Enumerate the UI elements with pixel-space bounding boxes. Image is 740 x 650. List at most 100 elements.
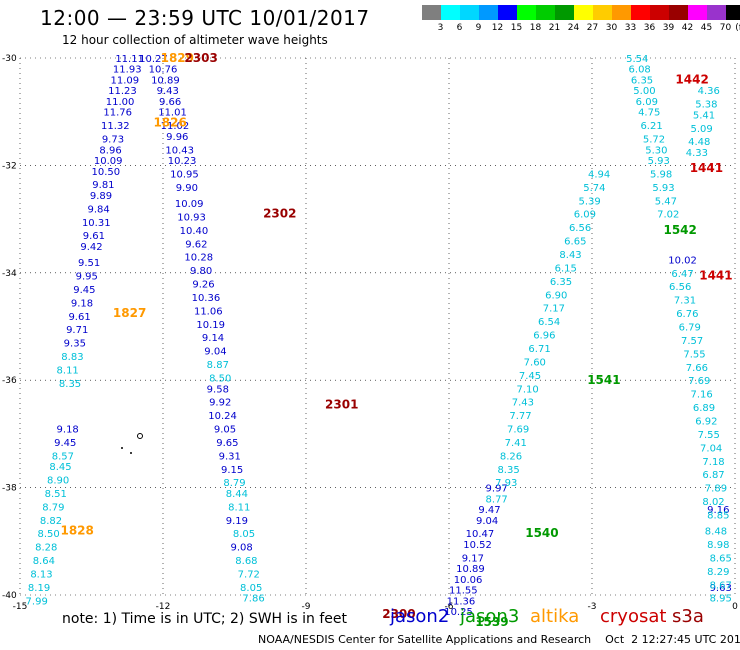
jason2-label: 9.97	[486, 484, 508, 495]
cyan-label: 7.72	[238, 570, 260, 581]
jason2-label: 9.16	[707, 505, 729, 516]
jason3-label: 1542	[663, 223, 696, 237]
cyan-label: 7.41	[505, 438, 527, 449]
cyan-label: 6.47	[671, 269, 693, 280]
scale-label: 42	[681, 23, 694, 33]
cyan-label: 7.31	[674, 296, 696, 307]
jason2-label: 11.76	[103, 108, 132, 119]
scale-label: 6	[456, 23, 463, 33]
cyan-label: 6.76	[676, 309, 698, 320]
cyan-label: 4.33	[686, 148, 708, 159]
cyan-label: 4.36	[698, 86, 720, 97]
jason2-label: 9.96	[166, 132, 188, 143]
jason2-label: 10.28	[184, 253, 213, 264]
jason2-label: 8.96	[99, 145, 121, 156]
jason3-label: 1540	[525, 526, 558, 540]
legend-jason3: jason3	[460, 606, 520, 627]
cyan-label: 8.64	[33, 556, 55, 567]
cyan-label: 6.21	[640, 121, 662, 132]
cyan-label: 8.79	[42, 502, 64, 513]
cyan-label: 6.09	[574, 210, 596, 221]
island-dot	[137, 433, 143, 439]
jason2-label: 10.31	[82, 218, 111, 229]
jason2-label: 9.92	[209, 398, 231, 409]
scale-swatch	[688, 5, 707, 20]
cyan-label: 8.11	[57, 365, 79, 376]
cyan-label: 8.50	[209, 374, 231, 385]
jason2-label: 10.89	[456, 564, 485, 575]
cyan-label: 7.17	[543, 304, 565, 315]
cyan-label: 6.54	[538, 317, 560, 328]
cyan-label: 7.77	[509, 411, 531, 422]
jason2-label: 9.15	[221, 465, 243, 476]
cyan-label: 8.28	[35, 543, 57, 554]
cyan-label: 8.45	[49, 462, 71, 473]
cyan-label: 7.55	[683, 349, 705, 360]
jason2-label: 9.05	[214, 425, 236, 436]
scale-swatch	[460, 5, 479, 20]
credit-line: NOAA/NESDIS Center for Satellite Applica…	[258, 633, 740, 646]
jason2-label: 10.43	[165, 145, 194, 156]
scale-label: 33	[624, 23, 637, 33]
orange-label: 1829	[161, 51, 194, 65]
jason2-label: 9.19	[226, 516, 248, 527]
cyan-label: 7.43	[512, 398, 534, 409]
lat-tick-label: -32	[2, 161, 17, 171]
scale-swatch	[707, 5, 726, 20]
jason2-label: 9.61	[83, 231, 105, 242]
cyan-label: 5.38	[695, 100, 717, 111]
scale-swatch	[517, 5, 536, 20]
cyan-label: 8.43	[559, 250, 581, 261]
jason2-label: 9.18	[71, 298, 93, 309]
cyan-label: 6.65	[564, 237, 586, 248]
cyan-label: 7.69	[688, 376, 710, 387]
cyan-label: 6.35	[550, 277, 572, 288]
scale-swatch	[441, 5, 460, 20]
jason2-label: 9.42	[80, 242, 102, 253]
scale-label: 27	[586, 23, 599, 33]
scale-label: 3	[437, 23, 444, 33]
map-subtitle: 12 hour collection of altimeter wave hei…	[62, 33, 328, 47]
cryosat-label: 1442	[675, 72, 708, 86]
jason3-label: 1541	[587, 373, 620, 387]
jason2-label: 9.61	[68, 312, 90, 323]
scale-swatch	[574, 5, 593, 20]
legend-s3a: s3a	[672, 606, 704, 627]
cyan-label: 6.90	[545, 290, 567, 301]
cyan-label: 7.86	[242, 594, 264, 605]
cyan-label: 8.19	[28, 583, 50, 594]
scale-swatch	[422, 5, 441, 20]
jason2-label: 10.36	[192, 293, 221, 304]
scale-swatch	[536, 5, 555, 20]
cyan-label: 8.44	[226, 489, 248, 500]
island-dot	[130, 452, 132, 454]
legend-jason2: jason2	[390, 606, 450, 627]
scale-swatch	[479, 5, 498, 20]
cyan-label: 6.71	[528, 344, 550, 355]
cyan-label: 8.85	[707, 510, 729, 521]
cyan-label: 8.67	[710, 580, 732, 591]
cyan-label: 7.10	[517, 384, 539, 395]
lat-tick-label: -38	[2, 484, 17, 494]
jason2-label: 10.47	[466, 529, 495, 540]
lon-tick-label: -12	[156, 602, 171, 612]
cyan-label: 7.55	[698, 430, 720, 441]
jason2-label: 9.17	[462, 553, 484, 564]
cyan-label: 5.09	[691, 124, 713, 135]
orange-label: 1826	[153, 115, 186, 129]
cyan-label: 6.35	[631, 75, 653, 86]
jason3-label: 1539	[475, 615, 508, 629]
cryosat-label: 1441	[690, 161, 723, 175]
jason2-label: 9.43	[157, 86, 179, 97]
jason2-label: 10.52	[463, 540, 492, 551]
cyan-label: 5.93	[652, 183, 674, 194]
scale-unit: (ft)	[735, 23, 740, 33]
jason2-label: 9.95	[76, 271, 98, 282]
cyan-label: 8.95	[710, 594, 732, 605]
lon-tick-label: -6	[445, 602, 454, 612]
scale-swatch	[650, 5, 669, 20]
cyan-label: 6.56	[669, 282, 691, 293]
cyan-label: 5.72	[643, 135, 665, 146]
orange-label: 1828	[60, 524, 93, 538]
scale-label: 45	[700, 23, 713, 33]
